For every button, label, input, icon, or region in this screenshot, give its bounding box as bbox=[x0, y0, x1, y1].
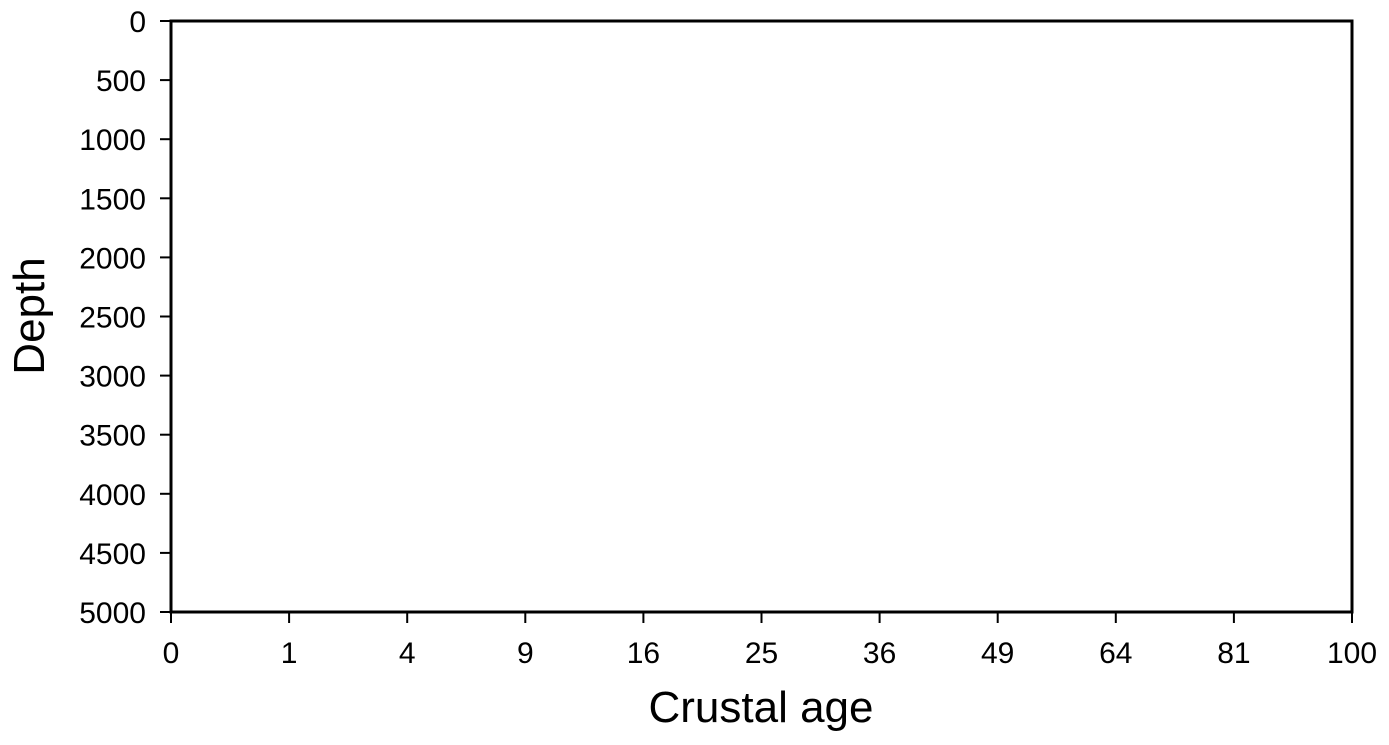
x-tick-label: 49 bbox=[981, 637, 1014, 670]
y-tick-label: 2500 bbox=[79, 302, 146, 335]
x-axis: 0 1 4 9 16 25 36 49 64 81 100 bbox=[163, 612, 1377, 670]
x-tick-label: 25 bbox=[745, 637, 778, 670]
y-axis: 0 500 1000 1500 2000 2500 3000 3500 4000 4500 5000 bbox=[79, 6, 171, 630]
x-tick-label: 4 bbox=[399, 637, 416, 670]
y-tick-label: 4000 bbox=[79, 479, 146, 512]
y-tick-label: 5000 bbox=[79, 597, 146, 630]
y-tick-label: 3500 bbox=[79, 420, 146, 453]
x-tick-label: 81 bbox=[1217, 637, 1250, 670]
x-tick-label: 64 bbox=[1099, 637, 1132, 670]
y-tick-label: 0 bbox=[129, 6, 146, 39]
y-tick-label: 500 bbox=[96, 65, 146, 98]
x-axis-title: Crustal age bbox=[648, 683, 873, 732]
x-tick-label: 36 bbox=[863, 637, 896, 670]
y-axis-title: Depth bbox=[5, 257, 54, 374]
x-tick-label: 100 bbox=[1327, 637, 1377, 670]
y-tick-label: 2000 bbox=[79, 242, 146, 275]
x-tick-label: 0 bbox=[163, 637, 180, 670]
x-tick-label: 16 bbox=[627, 637, 660, 670]
y-tick-label: 3000 bbox=[79, 361, 146, 394]
x-tick-label: 9 bbox=[517, 637, 534, 670]
y-tick-label: 1500 bbox=[79, 183, 146, 216]
y-tick-label: 1000 bbox=[79, 124, 146, 157]
y-tick-label: 4500 bbox=[79, 538, 146, 571]
x-tick-label: 1 bbox=[281, 637, 298, 670]
plot-frame bbox=[169, 19, 1354, 614]
